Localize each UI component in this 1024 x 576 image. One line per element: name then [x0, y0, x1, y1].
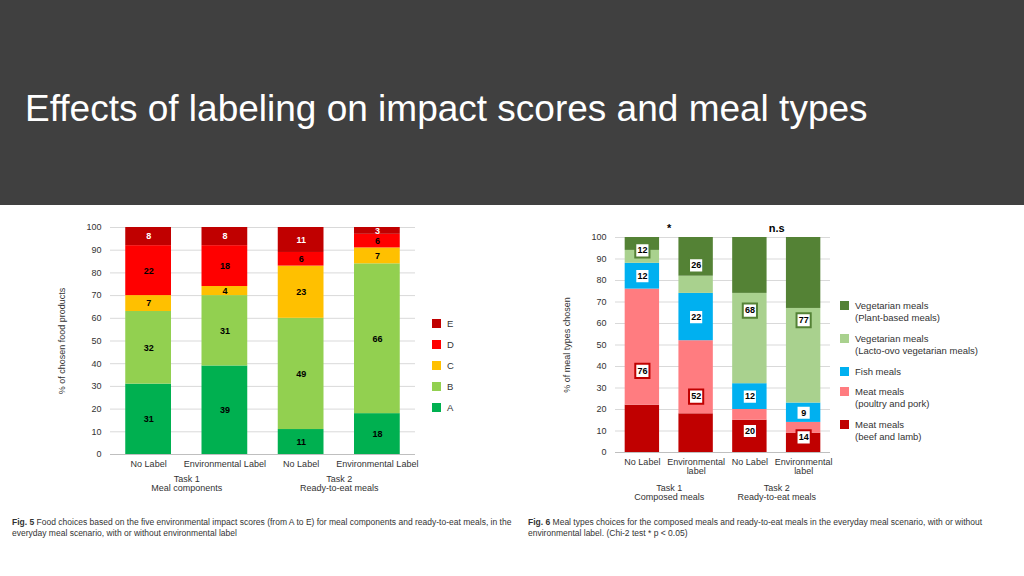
svg-text:70: 70: [596, 297, 606, 307]
svg-text:10: 10: [91, 427, 101, 437]
html-text:Fish meals: Fish meals: [855, 365, 901, 377]
svg-text:50: 50: [91, 336, 101, 346]
svg-text:12: 12: [637, 271, 647, 281]
svg-text:Task 1Composed meals: Task 1Composed meals: [634, 483, 705, 502]
html-text:Meat meals (poultry and pork): Meat meals (poultry and pork): [855, 386, 930, 410]
svg-text:0: 0: [601, 447, 606, 457]
svg-text:9: 9: [801, 408, 806, 418]
svg-text:Environmentallabel: Environmentallabel: [667, 457, 725, 476]
svg-text:Task 2Ready-to-eat meals: Task 2Ready-to-eat meals: [300, 474, 379, 493]
svg-text:18: 18: [220, 261, 230, 271]
svg-text:70: 70: [91, 290, 101, 300]
svg-text:52: 52: [691, 391, 701, 401]
svg-text:% of chosen food products: % of chosen food products: [57, 287, 67, 394]
svg-text:3: 3: [375, 226, 380, 236]
html-text:D: D: [447, 338, 454, 350]
svg-text:20: 20: [91, 404, 101, 414]
svg-text:30: 30: [91, 381, 101, 391]
svg-text:90: 90: [91, 245, 101, 255]
svg-text:14: 14: [799, 432, 809, 442]
svg-text:90: 90: [596, 254, 606, 264]
svg-text:11: 11: [296, 235, 306, 245]
svg-text:77: 77: [799, 315, 809, 325]
svg-text:100: 100: [86, 222, 101, 232]
svg-text:No Label: No Label: [732, 457, 768, 467]
svg-text:% of meal types chosen: % of meal types chosen: [562, 297, 572, 393]
svg-text:60: 60: [91, 313, 101, 323]
svg-text:No Label: No Label: [131, 459, 167, 469]
svg-text:22: 22: [144, 266, 154, 276]
svg-text:12: 12: [637, 245, 647, 255]
svg-text:20: 20: [745, 426, 755, 436]
svg-text:68: 68: [745, 305, 755, 315]
html-text:A: A: [447, 401, 454, 413]
svg-text:6: 6: [375, 236, 380, 246]
svg-text:Environmental Label: Environmental Label: [336, 459, 418, 469]
svg-text:10: 10: [596, 426, 606, 436]
svg-text:49: 49: [296, 369, 306, 379]
html-text:Meat meals (beef and lamb): Meat meals (beef and lamb): [855, 419, 922, 442]
html-text:E: E: [447, 318, 454, 329]
html-text:B: B: [447, 380, 454, 392]
svg-text:Task 2Ready-to-eat meals: Task 2Ready-to-eat meals: [737, 483, 816, 502]
html-text:Fig. 5 Food choices based on t: Fig. 5 Food choices based on the five en…: [12, 517, 512, 538]
svg-text:80: 80: [91, 268, 101, 278]
svg-text:12: 12: [745, 391, 755, 401]
svg-text:No Label: No Label: [624, 457, 660, 467]
svg-text:*: *: [667, 222, 672, 234]
svg-text:40: 40: [596, 361, 606, 371]
html-text:Vegetarian meals (Lacto-ovo ve: Vegetarian meals (Lacto-ovo vegetarian m…: [855, 332, 978, 356]
svg-text:11: 11: [296, 437, 306, 447]
html-text:Vegetarian meals (Plant-based: Vegetarian meals (Plant-based meals): [855, 300, 940, 323]
svg-text:n.s: n.s: [769, 222, 785, 234]
svg-text:No Label: No Label: [283, 459, 319, 469]
svg-text:18: 18: [372, 429, 382, 439]
svg-text:31: 31: [144, 414, 154, 424]
svg-text:7: 7: [375, 251, 380, 261]
svg-text:39: 39: [220, 405, 230, 415]
html-text:Fig. 6 Meal types choices for: Fig. 6 Meal types choices for the compos…: [528, 517, 982, 538]
svg-text:100: 100: [591, 232, 606, 242]
svg-text:26: 26: [691, 260, 701, 270]
svg-text:31: 31: [220, 326, 230, 336]
svg-text:8: 8: [146, 231, 151, 241]
html-text:C: C: [447, 359, 454, 371]
svg-text:7: 7: [146, 298, 151, 308]
svg-text:4: 4: [222, 286, 227, 296]
svg-text:32: 32: [144, 343, 154, 353]
svg-text:Environmental Label: Environmental Label: [184, 459, 266, 469]
svg-text:66: 66: [372, 334, 382, 344]
svg-text:Environmentallabel: Environmentallabel: [775, 457, 833, 476]
svg-text:6: 6: [299, 254, 304, 264]
svg-text:76: 76: [637, 366, 647, 376]
svg-text:30: 30: [596, 383, 606, 393]
svg-text:22: 22: [691, 312, 701, 322]
svg-text:0: 0: [96, 449, 101, 459]
svg-text:Task 1Meal components: Task 1Meal components: [151, 474, 223, 493]
html-text:Effects of labeling on impact: Effects of labeling on impact scores and…: [25, 88, 868, 129]
svg-text:80: 80: [596, 275, 606, 285]
svg-text:23: 23: [296, 287, 306, 297]
svg-text:40: 40: [91, 359, 101, 369]
svg-text:8: 8: [222, 231, 227, 241]
svg-text:60: 60: [596, 318, 606, 328]
svg-text:20: 20: [596, 404, 606, 414]
svg-text:50: 50: [596, 340, 606, 350]
